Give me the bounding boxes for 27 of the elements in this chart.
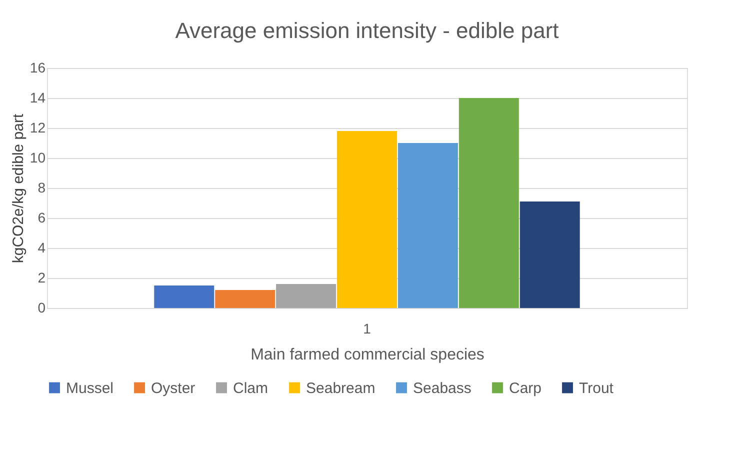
legend-label: Clam — [233, 380, 268, 397]
y-tick-label: 2 — [38, 270, 46, 286]
y-axis-title: kgCO2e/kg edible part — [10, 113, 27, 264]
bar — [215, 290, 276, 308]
y-tick-label: 14 — [30, 90, 46, 106]
bar — [398, 143, 458, 308]
legend-label: Carp — [509, 380, 542, 397]
y-tick-label: 6 — [38, 210, 46, 226]
legend-label: Mussel — [66, 380, 114, 397]
legend-label: Seabream — [306, 380, 376, 397]
chart-title: Average emission intensity - edible part — [175, 18, 559, 43]
bar — [276, 284, 336, 308]
y-tick-label: 0 — [38, 300, 46, 316]
bar — [337, 131, 397, 308]
y-tick-label: 8 — [38, 180, 46, 196]
bar — [154, 286, 214, 308]
bar — [520, 202, 580, 308]
x-tick-label: 1 — [363, 320, 372, 336]
x-axis-title: Main farmed commercial species — [250, 346, 484, 364]
y-tick-label: 10 — [30, 150, 46, 166]
y-tick-label: 4 — [38, 240, 46, 256]
legend-label: Trout — [579, 380, 614, 397]
y-tick-label: 12 — [30, 120, 46, 136]
legend-label: Oyster — [151, 380, 196, 397]
y-tick-label: 16 — [30, 60, 46, 76]
bar — [458, 98, 519, 308]
legend-label: Seabass — [413, 380, 472, 397]
